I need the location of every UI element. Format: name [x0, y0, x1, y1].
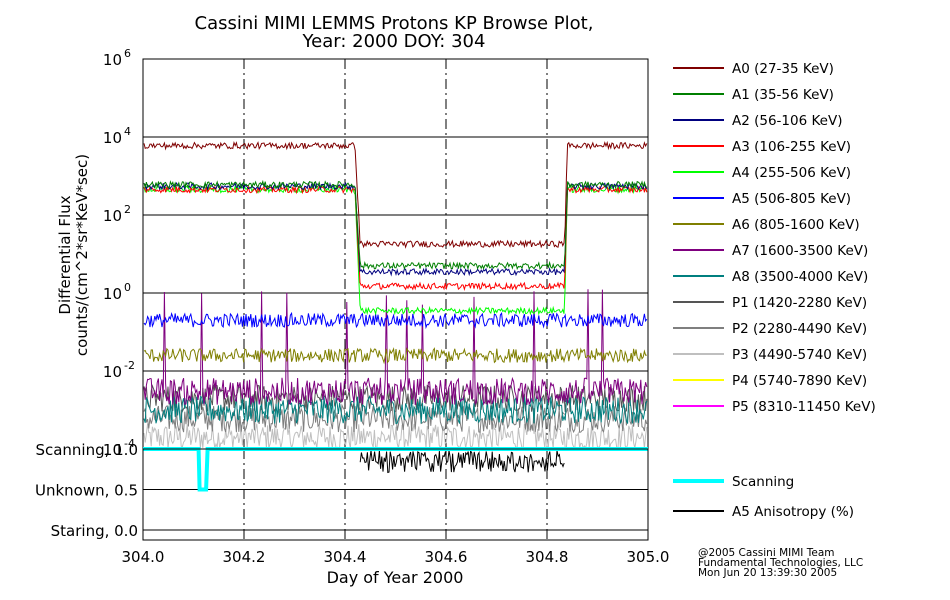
footer-line1: @2005 Cassini MIMI Team	[698, 547, 835, 559]
flux-ylabel-line2: counts/(cm^2*sr*KeV*sec)	[73, 154, 91, 356]
flux-y-tick-exp: 0	[124, 281, 131, 294]
legend-item: P2 (2280-4490 KeV)	[673, 321, 867, 337]
flux-series-line	[143, 179, 648, 271]
x-tick-label: 304.2	[223, 548, 266, 566]
x-tick-label: 304.8	[526, 548, 569, 566]
flux-y-tick-label: 10 2	[103, 203, 131, 225]
anisotropy-line	[359, 449, 565, 474]
footer-line3: Mon Jun 20 13:39:30 2005	[698, 567, 837, 579]
flux-y-tick-base: 10	[103, 129, 122, 147]
legend-item: A1 (35-56 KeV)	[673, 87, 834, 103]
legend-item: A8 (3500-4000 KeV)	[673, 269, 868, 285]
legend-label: A1 (35-56 KeV)	[732, 87, 834, 103]
legend-label: A3 (106-255 KeV)	[732, 139, 851, 155]
scan-y-tick-label: Scanning, 1.0	[35, 441, 138, 459]
legend-item: A2 (56-106 KeV)	[673, 113, 842, 129]
scan-grid	[143, 449, 648, 540]
footer-line2: Fundamental Technologies, LLC	[698, 557, 863, 569]
flux-series-line	[143, 395, 648, 425]
flux-y-tick-exp: 4	[124, 125, 131, 138]
flux-series-line	[143, 403, 648, 434]
legend-label: P2 (2280-4490 KeV)	[732, 321, 867, 337]
flux-series-line	[143, 181, 648, 277]
flux-y-tick-exp: -2	[124, 359, 135, 372]
scan-legend-item: A5 Anisotropy (%)	[673, 504, 854, 520]
scan-legend-label: A5 Anisotropy (%)	[732, 504, 854, 520]
legend-label: A8 (3500-4000 KeV)	[732, 269, 868, 285]
flux-y-tick-base: 10	[103, 51, 122, 69]
flux-y-tick-base: 10	[103, 285, 122, 303]
scan-y-tick-label: Staring, 0.0	[51, 522, 138, 540]
x-tick-label: 304.0	[122, 548, 165, 566]
flux-y-tick-label: 10 -2	[103, 359, 135, 381]
legend-item: P4 (5740-7890 KeV)	[673, 373, 867, 389]
legend-item: P1 (1420-2280 KeV)	[673, 295, 867, 311]
x-tick-label: 304.4	[324, 548, 367, 566]
flux-series-line	[143, 384, 648, 414]
legend-label: A5 (506-805 KeV)	[732, 191, 851, 207]
legend-label: A2 (56-106 KeV)	[732, 113, 842, 129]
scan-legend: Scanning A5 Anisotropy (%)	[673, 474, 854, 520]
legend-item: P5 (8310-11450 KeV)	[673, 399, 876, 415]
flux-y-tick-base: 10	[103, 441, 122, 459]
flux-y-tick-label: 10 4	[103, 125, 131, 147]
flux-series-line	[143, 311, 648, 330]
flux-y-tick-label: 10 0	[103, 281, 131, 303]
legend-item: P3 (4490-5740 KeV)	[673, 347, 867, 363]
flux-y-tick-exp: 6	[124, 47, 131, 60]
x-axis-label: Day of Year 2000	[327, 568, 464, 587]
legend-item: A7 (1600-3500 KeV)	[673, 243, 868, 259]
legend-item: A6 (805-1600 KeV)	[673, 217, 860, 233]
flux-y-tick-label: 10 -4	[103, 437, 135, 459]
flux-grid	[143, 59, 648, 449]
flux-series-line	[143, 423, 648, 450]
x-tick-labels: 304.0 304.2 304.4 304.6 304.8 305.0	[122, 548, 670, 566]
legend-label: P3 (4490-5740 KeV)	[732, 347, 867, 363]
legend-label: A7 (1600-3500 KeV)	[732, 243, 868, 259]
flux-y-tick-label: 10 6	[103, 47, 131, 69]
legend-item: A0 (27-35 KeV)	[673, 61, 834, 77]
scan-legend-label: Scanning	[732, 474, 794, 490]
flux-series-line	[143, 140, 648, 249]
legend-label: A0 (27-35 KeV)	[732, 61, 834, 77]
scan-plot-area	[142, 447, 649, 541]
x-tick-label: 304.6	[425, 548, 468, 566]
legend-item: A3 (106-255 KeV)	[673, 139, 851, 155]
legend-label: P1 (1420-2280 KeV)	[732, 295, 867, 311]
legend-item: A5 (506-805 KeV)	[673, 191, 851, 207]
legend: A0 (27-35 KeV) A1 (35-56 KeV) A2 (56-106 K…	[673, 61, 876, 415]
x-tick-label: 305.0	[627, 548, 670, 566]
chart-title-line2: Year: 2000 DOY: 304	[302, 31, 486, 52]
flux-y-tick-base: 10	[103, 207, 122, 225]
legend-label: A4 (255-506 KeV)	[732, 165, 851, 181]
flux-series-line	[143, 289, 648, 406]
legend-label: A6 (805-1600 KeV)	[732, 217, 860, 233]
legend-label: P5 (8310-11450 KeV)	[732, 399, 876, 415]
scan-plot-background	[143, 449, 648, 540]
chart-title-line1: Cassini MIMI LEMMS Protons KP Browse Plo…	[195, 13, 594, 34]
flux-lines	[143, 140, 648, 450]
flux-y-tick-exp: -4	[124, 437, 135, 450]
scan-y-tick-labels: Scanning, 1.0 Unknown, 0.5 Staring, 0.0	[35, 441, 138, 540]
legend-label: P4 (5740-7890 KeV)	[732, 373, 867, 389]
flux-ylabel-line1: Differential Flux	[56, 195, 74, 314]
flux-series-line	[143, 347, 647, 365]
flux-series-line	[143, 184, 648, 291]
flux-y-tick-base: 10	[103, 363, 122, 381]
scan-legend-item: Scanning	[673, 474, 794, 490]
flux-plot-background	[143, 59, 648, 449]
scan-y-tick-label: Unknown, 0.5	[35, 482, 138, 500]
flux-y-tick-exp: 2	[124, 203, 131, 216]
scan-plot-frame	[142, 448, 649, 541]
legend-item: A4 (255-506 KeV)	[673, 165, 851, 181]
flux-plot-area	[142, 58, 649, 450]
